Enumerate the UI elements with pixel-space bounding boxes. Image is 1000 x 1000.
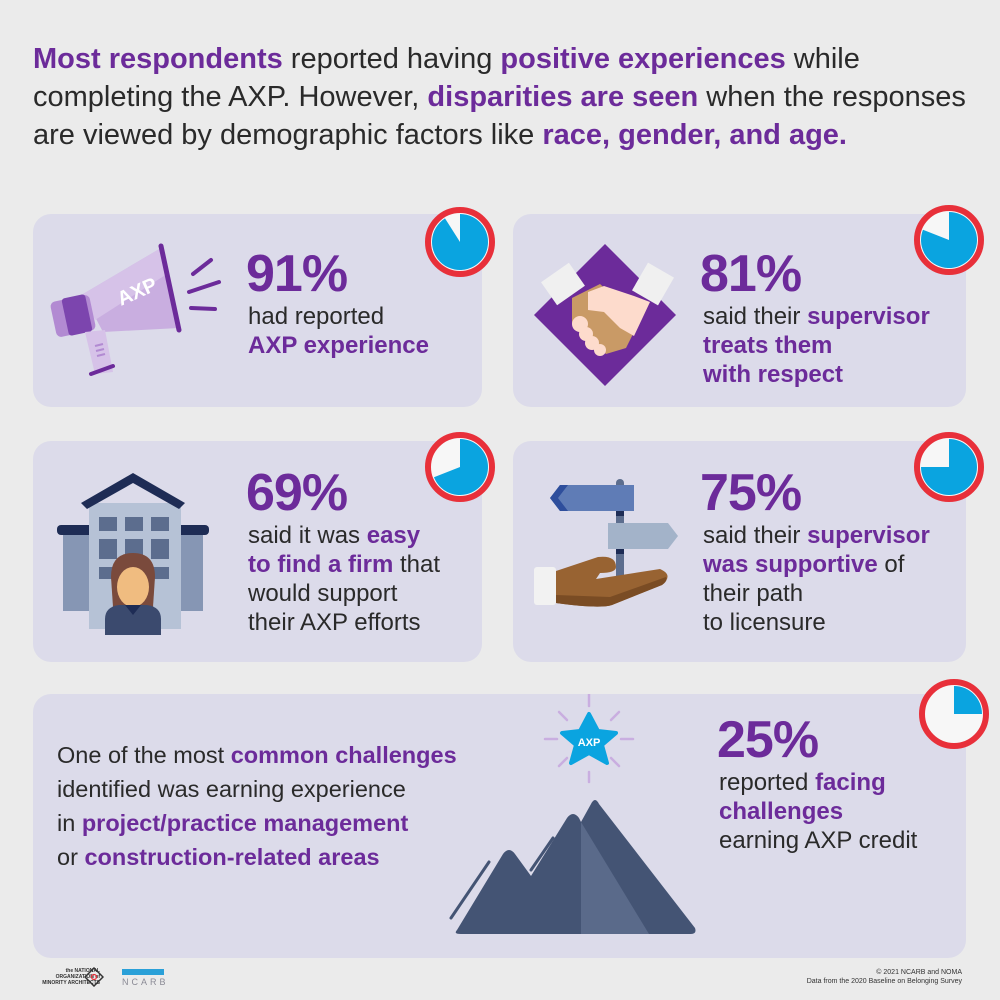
building-person-icon	[57, 473, 209, 635]
svg-text:AXP: AXP	[578, 737, 601, 749]
stat-card-supervisor-supportive: 75% said their supervisor was supportive …	[513, 441, 966, 662]
description-line: in project/practice management	[57, 810, 409, 836]
stat-description: said their supervisor was supportive of th…	[703, 521, 930, 637]
ncarb-logo: NCARB	[122, 977, 169, 987]
pie-gauge-25	[919, 679, 989, 749]
description-line: treats them	[703, 332, 833, 359]
footer-credits: © 2021 NCARB and NOMA Data from the 2020…	[807, 968, 962, 986]
description-line: identified was earning experience	[57, 776, 406, 802]
handshake-icon	[534, 244, 676, 386]
description-line: would support	[248, 580, 398, 607]
stat-card-axp-experience: AXP 91% had reported AXP experience	[33, 214, 482, 407]
headline-emphasis: positive experiences	[500, 43, 786, 75]
stat-description: said their supervisor treats them with res…	[703, 302, 930, 389]
description-line: had reported	[248, 303, 385, 330]
description-line: said it was easy	[248, 522, 421, 549]
stat-description: reported facing challenges earning AXP cre…	[719, 768, 917, 855]
description-line: with respect	[703, 361, 844, 388]
headline-text: when the responses are viewed by demogra…	[33, 81, 966, 151]
data-source: Data from the 2020 Baseline on Belonging…	[806, 978, 962, 985]
description-line: AXP experience	[248, 332, 429, 359]
description-line: their path	[703, 580, 804, 607]
noma-diamond-icon	[84, 967, 104, 987]
percent-value: 69%	[246, 464, 348, 522]
description-line: or construction-related areas	[57, 844, 380, 870]
challenges-card: One of the most common challenges identif…	[33, 694, 966, 958]
headline-text: reported having	[282, 43, 501, 75]
noma-logo: the NATIONAL ORGANIZATION of MINORITY AR…	[42, 968, 100, 986]
percent-value: 25%	[717, 711, 819, 769]
description-line: challenges	[719, 798, 844, 825]
description-line: said their supervisor	[703, 522, 930, 549]
stat-card-easy-find-firm: 69% said it was easy to find a firm that w…	[33, 441, 482, 662]
pie-gauge-81	[914, 205, 984, 275]
signpost-hand-icon	[534, 479, 678, 607]
pie-gauge-75	[914, 432, 984, 502]
headline-emphasis: Most respondents	[33, 43, 283, 75]
ncarb-logo-bar	[122, 969, 164, 975]
stat-card-supervisor-respect: 81% said their supervisor treats them with…	[513, 214, 966, 407]
stat-description: had reported AXP experience	[248, 302, 429, 360]
description-line: to licensure	[703, 609, 826, 636]
description-line: to find a firm that	[248, 551, 441, 578]
percent-value: 75%	[700, 464, 802, 522]
headline-text: while completing the AXP. However,	[33, 43, 860, 113]
description-line: reported facing	[719, 769, 886, 796]
percent-value: 91%	[246, 245, 348, 303]
stat-description: said it was easy to find a firm that would…	[248, 521, 440, 637]
mountain-star-icon: AXP	[449, 694, 696, 934]
description-line: was supportive of	[703, 551, 905, 578]
description-line: said their supervisor	[703, 303, 930, 330]
percent-value: 81%	[700, 245, 802, 303]
megaphone-icon: AXP	[50, 243, 221, 376]
pie-gauge-91	[425, 207, 495, 277]
headline-emphasis: race, gender, and age.	[542, 119, 847, 151]
pie-gauge-69	[425, 432, 495, 502]
description-line: One of the most common challenges	[57, 742, 457, 768]
headline-emphasis: disparities are seen	[427, 81, 699, 113]
challenge-description: One of the most common challenges identif…	[57, 738, 457, 874]
description-line: their AXP efforts	[248, 609, 421, 636]
description-line: earning AXP credit	[719, 827, 918, 854]
headline: Most respondents reported having positiv…	[33, 40, 973, 154]
copyright: © 2021 NCARB and NOMA	[876, 969, 962, 976]
